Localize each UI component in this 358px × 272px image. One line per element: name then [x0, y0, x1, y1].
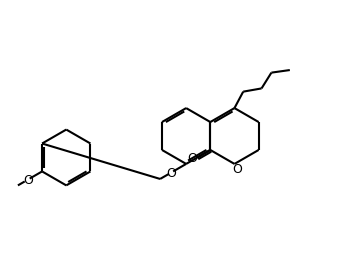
Text: O: O: [232, 163, 242, 176]
Text: O: O: [23, 174, 33, 187]
Text: O: O: [166, 167, 176, 180]
Text: O: O: [188, 152, 198, 165]
